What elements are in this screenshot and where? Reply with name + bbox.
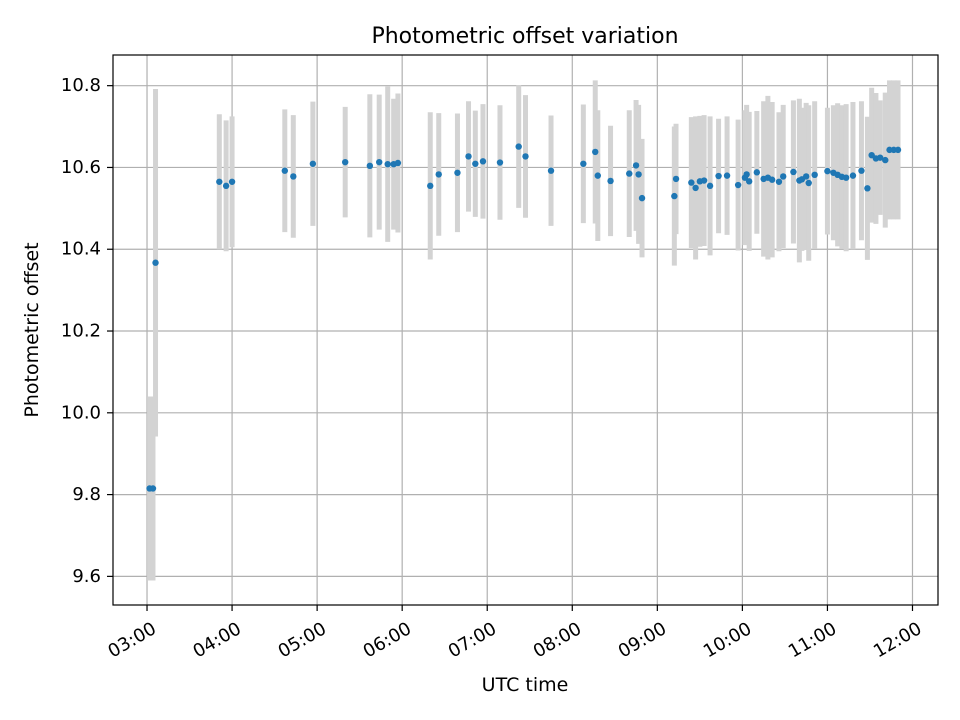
x-axis-label: UTC time [482, 674, 569, 696]
data-point [894, 146, 902, 154]
data-point [743, 171, 750, 178]
data-point [805, 179, 812, 187]
data-point [216, 178, 223, 185]
data-point [780, 173, 787, 180]
grid-lines [113, 55, 938, 605]
data-point-series [146, 143, 902, 492]
data-point [435, 171, 442, 178]
data-point [580, 160, 587, 167]
data-point [228, 178, 236, 185]
data-point [515, 143, 522, 150]
data-point [811, 171, 818, 179]
x-tick-label: 10:00 [700, 618, 755, 662]
data-point [341, 158, 349, 166]
data-point [281, 167, 289, 174]
x-tick-label: 11:00 [785, 618, 840, 662]
x-tick-label: 05:00 [275, 618, 330, 662]
y-axis-label: Photometric offset [21, 242, 43, 417]
x-tick-label: 06:00 [360, 618, 415, 662]
data-point [864, 185, 871, 192]
x-axis-ticks: 03:00 04:00 05:00 06:00 07:00 08:00 09:00 10:00… [104, 605, 925, 662]
data-point [635, 171, 642, 178]
data-point [638, 194, 646, 202]
data-point [715, 172, 722, 180]
data-point [671, 192, 678, 200]
chart-title: Photometric offset variation [371, 24, 678, 49]
data-point [753, 169, 761, 176]
data-point [858, 167, 865, 174]
data-point [824, 167, 831, 175]
data-point [882, 156, 889, 164]
x-tick-label: 12:00 [870, 618, 925, 662]
data-point [790, 168, 797, 176]
data-point [366, 162, 374, 170]
data-point [775, 178, 783, 185]
data-point [427, 182, 434, 190]
x-tick-label: 04:00 [190, 618, 245, 662]
x-tick-label: 09:00 [615, 618, 670, 662]
data-point [290, 173, 297, 180]
data-point [700, 177, 708, 184]
data-point [454, 169, 461, 176]
data-point [594, 172, 601, 179]
data-point [876, 154, 884, 161]
y-tick-label: 10.6 [61, 157, 101, 178]
data-point [522, 153, 529, 160]
data-point [745, 178, 753, 185]
y-tick-label: 10.2 [61, 321, 101, 342]
y-tick-label: 10.8 [61, 75, 101, 96]
x-tick-label: 03:00 [104, 618, 159, 662]
data-point [465, 153, 472, 160]
x-tick-label: 08:00 [530, 618, 585, 662]
data-point [152, 259, 159, 266]
data-point [632, 162, 640, 169]
data-point [688, 179, 695, 186]
data-point [607, 177, 614, 185]
data-point [626, 170, 633, 177]
data-point [592, 148, 599, 156]
data-point [547, 167, 555, 174]
y-tick-label: 9.8 [72, 484, 101, 505]
y-tick-label: 9.6 [72, 566, 101, 587]
y-tick-label: 10.0 [61, 402, 101, 423]
data-point [802, 173, 810, 180]
x-tick-label: 07:00 [445, 618, 500, 662]
data-point [672, 175, 680, 183]
data-point [849, 172, 857, 179]
data-point [472, 160, 479, 167]
y-axis-ticks: 9.6 9.8 10.0 10.2 10.4 10.6 10.8 [61, 75, 113, 587]
plot-area-frame [112, 54, 939, 606]
data-point [706, 182, 714, 190]
data-point [768, 176, 776, 183]
data-point [394, 159, 402, 167]
data-point [723, 172, 731, 179]
data-point [309, 160, 317, 167]
data-point [384, 160, 391, 168]
data-point [222, 182, 230, 190]
y-tick-label: 10.4 [61, 239, 101, 260]
data-point [496, 159, 504, 166]
data-point [149, 485, 157, 492]
data-point [842, 174, 850, 181]
data-point [376, 158, 383, 166]
data-point [734, 181, 742, 189]
data-point [692, 184, 699, 192]
data-point [479, 158, 487, 165]
